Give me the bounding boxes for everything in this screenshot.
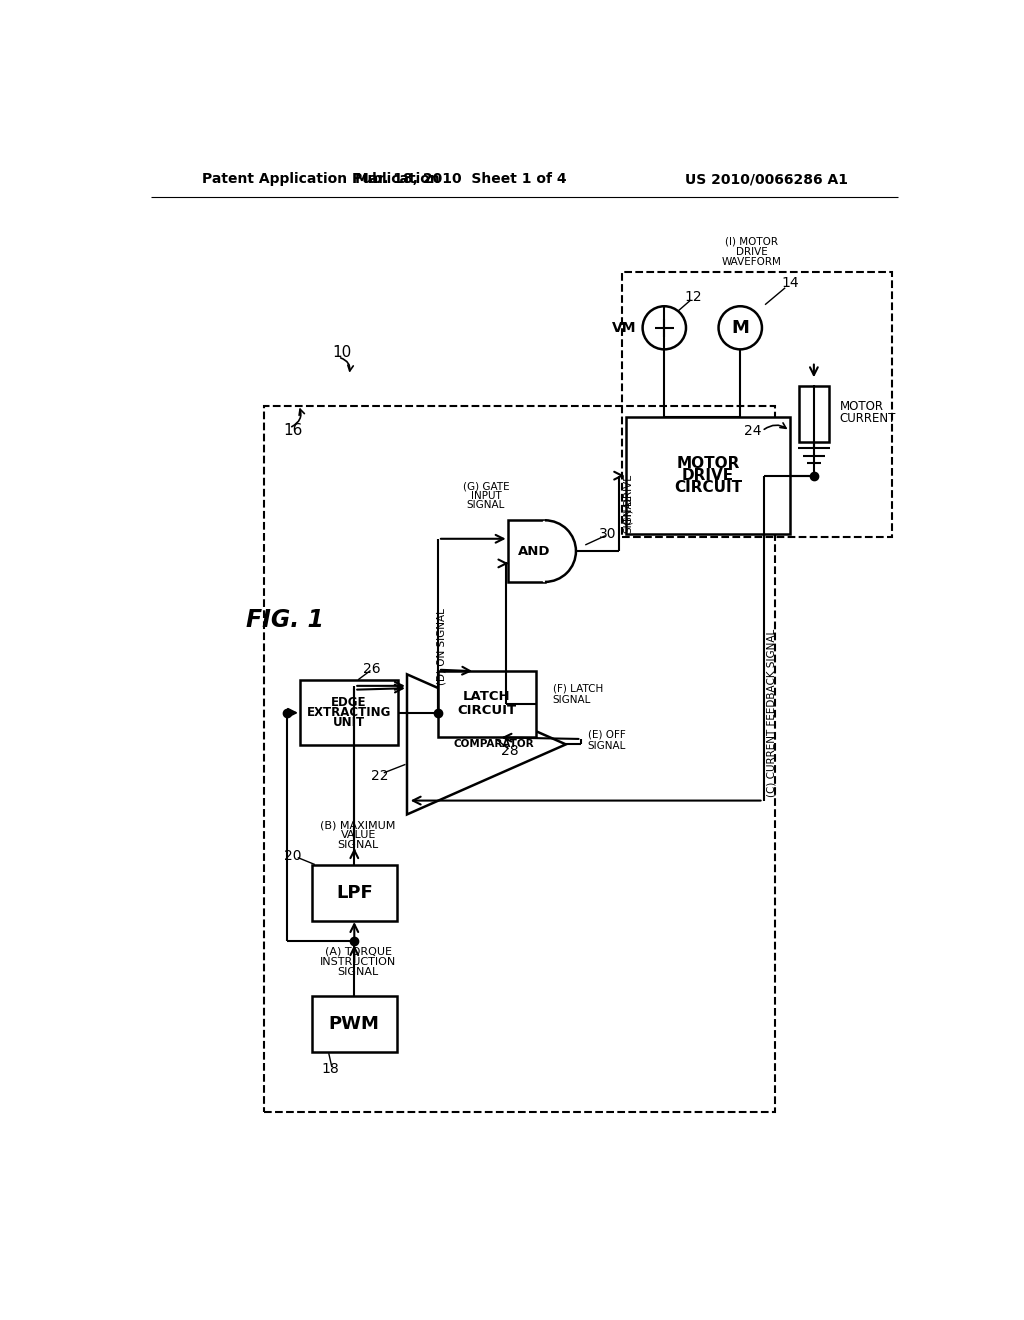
Text: SIGNAL: SIGNAL (338, 841, 379, 850)
Text: MOTOR: MOTOR (840, 400, 884, 413)
Bar (799, 387, 828, 442)
Text: 12: 12 (685, 290, 702, 304)
Text: INSTRUCTION: INSTRUCTION (321, 957, 396, 966)
Text: 28: 28 (501, 744, 518, 758)
Text: VALUE: VALUE (341, 830, 376, 841)
Text: LPF: LPF (336, 884, 373, 902)
Text: UNIT: UNIT (333, 717, 365, 730)
Text: 24: 24 (743, 424, 762, 438)
Bar (508, 520, 545, 582)
Text: MOTOR: MOTOR (677, 455, 739, 471)
Text: INPUT: INPUT (471, 491, 502, 500)
Text: Mar. 18, 2010  Sheet 1 of 4: Mar. 18, 2010 Sheet 1 of 4 (355, 172, 567, 186)
Text: 30: 30 (599, 527, 616, 541)
Text: SIGNAL: SIGNAL (467, 500, 505, 510)
Text: CURRENT: CURRENT (840, 412, 896, 425)
Text: DRIVE: DRIVE (682, 469, 734, 483)
Text: CIRCUIT: CIRCUIT (458, 704, 516, 717)
Text: (I) MOTOR: (I) MOTOR (725, 236, 778, 247)
Text: 14: 14 (781, 276, 800, 290)
Text: 18: 18 (321, 1061, 339, 1076)
Text: M: M (731, 319, 750, 337)
Text: US 2010/0066286 A1: US 2010/0066286 A1 (685, 172, 848, 186)
Text: 10: 10 (332, 345, 351, 360)
Text: (A) TORQUE: (A) TORQUE (325, 946, 391, 957)
Text: (B) MAXIMUM: (B) MAXIMUM (321, 820, 396, 830)
Text: LATCH: LATCH (463, 690, 511, 704)
Text: (H) DRIVE: (H) DRIVE (624, 474, 634, 525)
Bar (438, 671, 536, 738)
Bar (300, 681, 397, 744)
Bar (543, 521, 547, 581)
Bar (623, 272, 892, 537)
Text: SIGNAL: SIGNAL (553, 694, 591, 705)
Text: (D) ON SIGNAL: (D) ON SIGNAL (436, 609, 446, 685)
Text: EXTRACTING: EXTRACTING (306, 706, 391, 719)
Text: (E) OFF: (E) OFF (588, 730, 626, 739)
Text: (C) CURRENT FEEDBACK SIGNAL: (C) CURRENT FEEDBACK SIGNAL (766, 628, 776, 797)
Bar (311, 997, 397, 1052)
Text: SIGNAL: SIGNAL (588, 741, 626, 751)
Text: 22: 22 (372, 770, 389, 783)
Text: SIGNAL: SIGNAL (624, 494, 634, 532)
Text: VM: VM (612, 321, 636, 335)
Bar (263, 407, 775, 1111)
Text: AND: AND (518, 545, 550, 557)
Text: COMPARATOR: COMPARATOR (454, 739, 535, 750)
Text: Patent Application Publication: Patent Application Publication (202, 172, 439, 186)
Text: FIG. 1: FIG. 1 (246, 609, 324, 632)
Text: CIRCUIT: CIRCUIT (674, 480, 742, 495)
Text: (G) GATE: (G) GATE (463, 482, 509, 491)
Text: 26: 26 (362, 661, 381, 676)
Polygon shape (407, 675, 566, 814)
Text: WAVEFORM: WAVEFORM (722, 256, 781, 267)
Text: SIGNAL: SIGNAL (338, 966, 379, 977)
Text: EDGE: EDGE (331, 696, 367, 709)
Bar (627, 417, 790, 535)
Text: 20: 20 (284, 849, 301, 863)
Text: 16: 16 (283, 424, 302, 438)
Text: (F) LATCH: (F) LATCH (553, 684, 603, 694)
Bar (311, 866, 397, 921)
Text: PWM: PWM (329, 1015, 380, 1032)
Text: DRIVE: DRIVE (736, 247, 768, 256)
